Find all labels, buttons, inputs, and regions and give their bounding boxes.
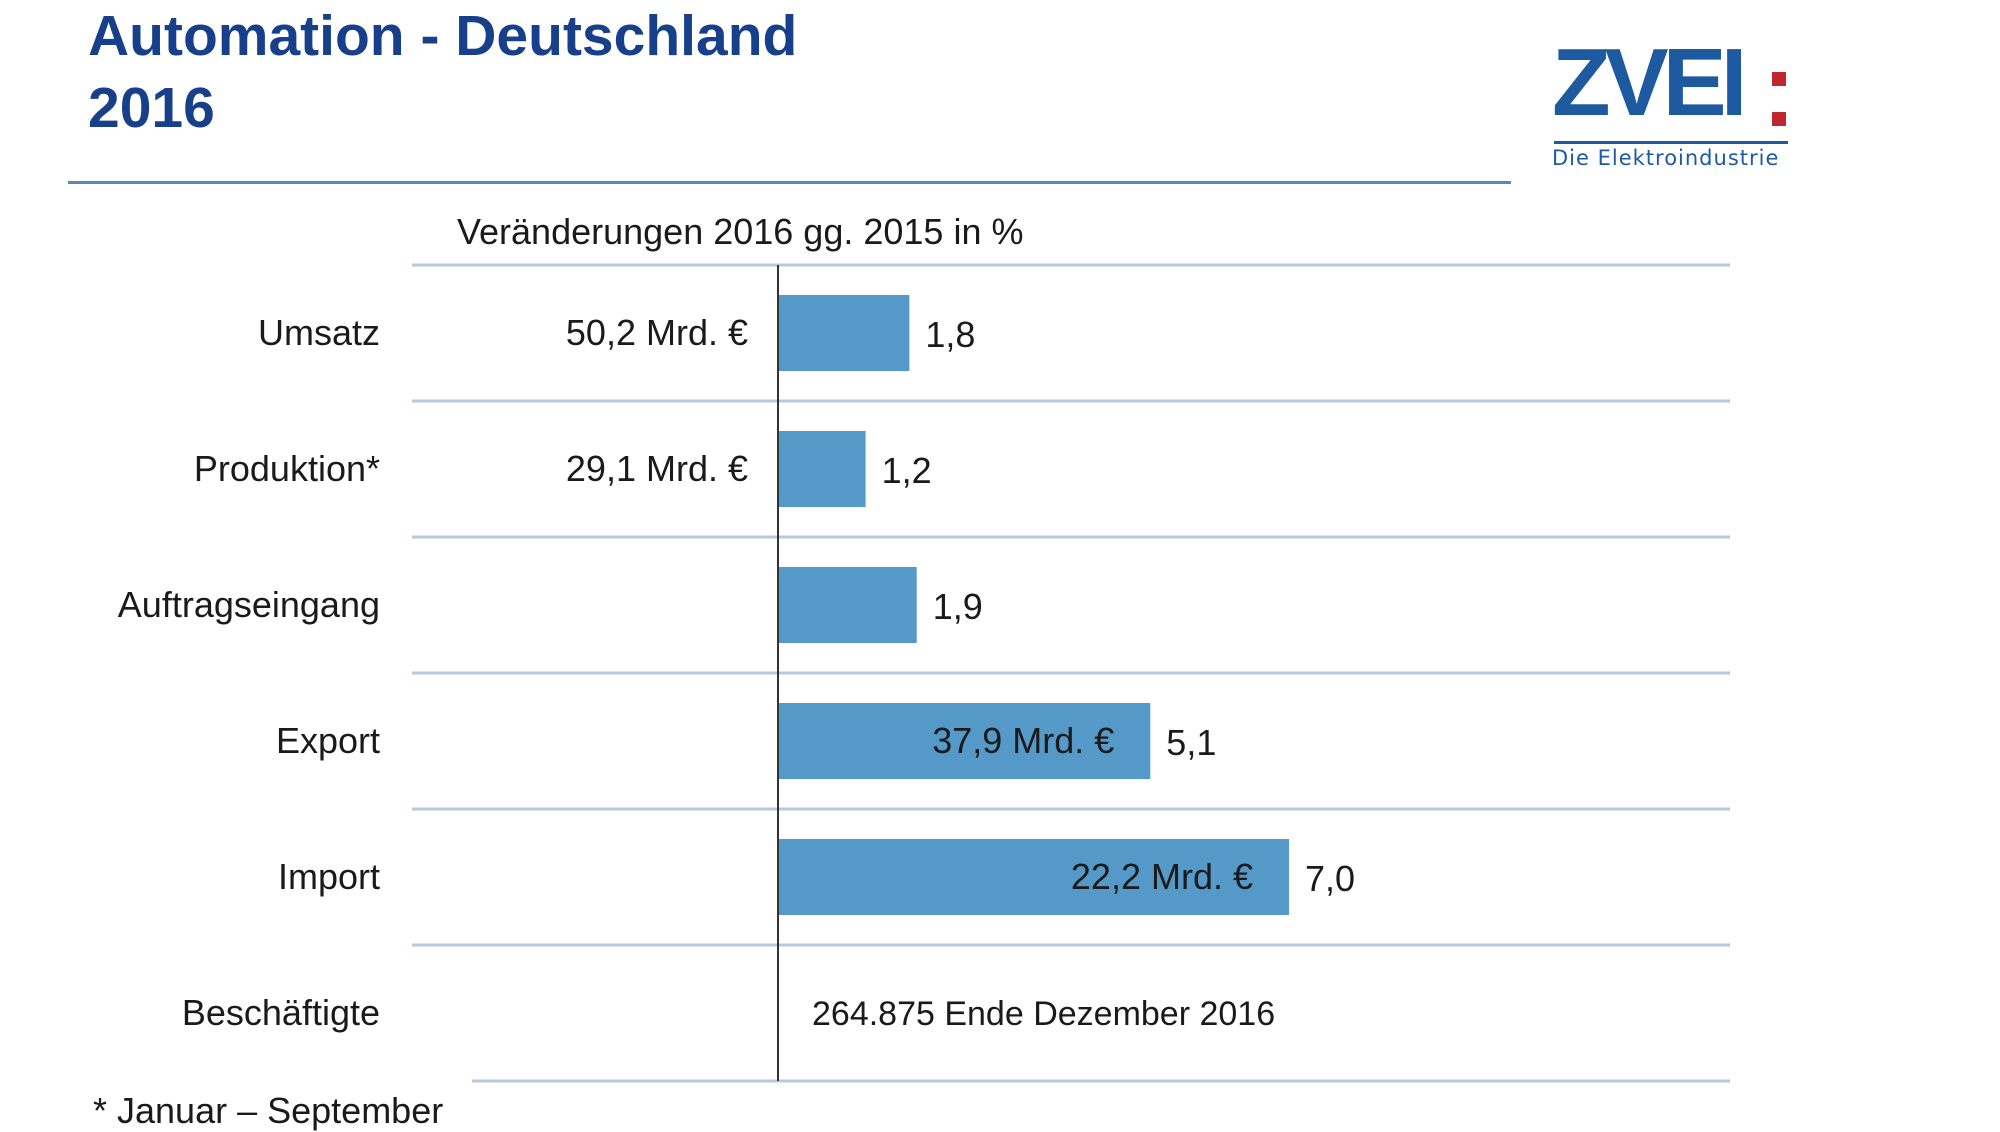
bar (778, 431, 866, 507)
logo-mark: ZVEI (1552, 29, 1747, 136)
value-label: 7,0 (1305, 858, 1355, 899)
bar (778, 567, 917, 643)
category-label: Auftragseingang (118, 584, 380, 625)
category-label: Export (276, 720, 380, 761)
value-label: 5,1 (1166, 722, 1216, 763)
value-label: 1,9 (933, 586, 983, 627)
header-divider (68, 181, 1511, 184)
logo-rule (1554, 141, 1788, 144)
title-line-1: Automation - Deutschland (88, 4, 798, 68)
category-label: Umsatz (258, 312, 380, 353)
category-label: Beschäftigte (182, 992, 380, 1033)
value-label: 1,2 (882, 450, 932, 491)
amount-label: 22,2 Mrd. € (1071, 856, 1253, 897)
zvei-logo: ZVEI Die Elektroindustrie (1552, 28, 1792, 170)
footnote: * Januar – September (93, 1090, 444, 1131)
title-line-2: 2016 (88, 76, 215, 140)
bar (778, 839, 1289, 915)
amount-label: 29,1 Mrd. € (566, 448, 748, 489)
amount-label: 37,9 Mrd. € (932, 720, 1114, 761)
logo-subtitle: Die Elektroindustrie (1552, 146, 1780, 170)
bar (778, 295, 910, 371)
amount-label: 50,2 Mrd. € (566, 312, 748, 353)
category-label: Produktion* (194, 448, 380, 489)
bar (778, 703, 1151, 779)
extra-label: 264.875 Ende Dezember 2016 (812, 995, 1275, 1033)
page-title: Automation - Deutschland 2016 (88, 0, 797, 144)
value-label: 1,8 (925, 314, 975, 355)
chart-title: Veränderungen 2016 gg. 2015 in % (457, 211, 1023, 252)
logo-colon-icon (1772, 72, 1786, 132)
category-label: Import (278, 856, 380, 897)
